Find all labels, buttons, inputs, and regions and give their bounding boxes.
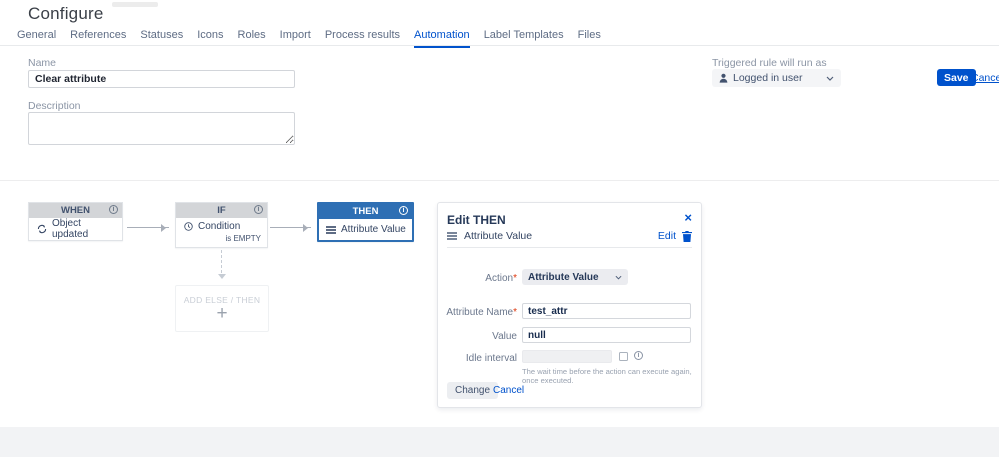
refresh-icon — [37, 224, 47, 234]
panel-item-label: Attribute Value — [464, 230, 533, 242]
when-block-body: Object updated — [29, 218, 122, 240]
required-mark: * — [513, 307, 517, 318]
action-select[interactable]: Attribute Value — [522, 269, 628, 285]
change-button[interactable]: Change — [447, 382, 499, 399]
when-block-header: WHEN i — [29, 203, 122, 218]
page-title: Configure — [28, 4, 104, 23]
idle-interval-checkbox[interactable] — [619, 352, 628, 361]
panel-cancel-link[interactable]: Cancel — [493, 385, 525, 396]
tab-icons[interactable]: Icons — [197, 29, 224, 41]
when-title: WHEN — [60, 205, 91, 216]
required-mark: * — [513, 273, 517, 284]
tab-import[interactable]: Import — [279, 29, 311, 41]
add-else-then-button[interactable]: ADD ELSE / THEN + — [175, 285, 269, 332]
tab-process-results[interactable]: Process results — [324, 29, 401, 41]
section-divider — [0, 180, 999, 181]
then-block[interactable]: THEN i Attribute Value — [317, 202, 414, 242]
tabs-divider — [0, 45, 999, 46]
if-title: IF — [217, 205, 226, 216]
tab-general[interactable]: General — [17, 29, 57, 41]
redaction-artifact — [112, 2, 158, 7]
idle-interval-input — [522, 350, 612, 363]
run-as-select[interactable]: Logged in user — [712, 69, 841, 87]
then-action-label: Attribute Value — [341, 224, 406, 235]
if-block[interactable]: IF i Condition is EMPTY — [175, 202, 268, 248]
info-icon: i — [109, 205, 118, 214]
menu-icon — [447, 232, 457, 240]
if-block-header: IF i — [176, 203, 267, 218]
description-label: Description — [28, 100, 81, 112]
if-item-label: Condition — [198, 221, 241, 232]
info-icon: i — [254, 205, 263, 214]
tab-references[interactable]: References — [70, 29, 127, 41]
attribute-name-label: Attribute Name* — [446, 307, 517, 318]
arrow-if-to-then — [270, 224, 311, 232]
chevron-down-icon — [615, 275, 622, 280]
when-block[interactable]: WHEN i Object updated — [28, 202, 123, 241]
value-input[interactable] — [522, 327, 691, 343]
edit-panel-title: Edit THEN — [447, 213, 506, 227]
user-icon — [719, 73, 728, 83]
when-event-label: Object updated — [52, 218, 89, 240]
then-title: THEN — [352, 206, 379, 217]
action-label: Action* — [485, 273, 517, 284]
footer-bar — [0, 427, 999, 457]
chevron-down-icon — [826, 76, 834, 81]
dashed-connector-if-else — [218, 250, 226, 279]
edit-then-panel: Edit THEN × Attribute Value Edit Action*… — [437, 202, 702, 408]
edit-link[interactable]: Edit — [657, 230, 676, 242]
then-block-body: Attribute Value — [319, 219, 412, 240]
tab-label-templates[interactable]: Label Templates — [483, 29, 564, 41]
idle-interval-label: Idle interval — [465, 353, 517, 364]
info-icon: i — [399, 206, 408, 215]
then-block-header: THEN i — [319, 204, 412, 219]
tab-statuses[interactable]: Statuses — [140, 29, 184, 41]
run-as-label: Triggered rule will run as — [712, 57, 827, 69]
add-else-then-label: ADD ELSE / THEN — [183, 295, 261, 305]
tab-files[interactable]: Files — [577, 29, 601, 41]
plus-icon: + — [216, 303, 228, 324]
if-block-body: Condition is EMPTY — [176, 218, 267, 247]
close-icon[interactable]: × — [684, 210, 692, 225]
panel-divider — [447, 247, 692, 248]
run-as-value: Logged in user — [733, 72, 803, 84]
action-select-value: Attribute Value — [528, 271, 599, 283]
info-icon: i — [634, 351, 643, 360]
idle-interval-help: The wait time before the action can exec… — [522, 367, 692, 386]
panel-item-row: Attribute Value Edit — [447, 230, 692, 242]
tab-roles[interactable]: Roles — [237, 29, 266, 41]
arrow-when-to-if — [127, 224, 169, 232]
cancel-link[interactable]: Cancel — [971, 72, 999, 84]
tab-automation[interactable]: Automation — [414, 29, 470, 48]
name-label: Name — [28, 57, 57, 69]
tab-bar: General References Statuses Icons Roles … — [17, 29, 601, 48]
menu-icon — [326, 225, 336, 234]
attribute-name-input[interactable] — [522, 303, 691, 319]
save-button[interactable]: Save — [937, 69, 976, 86]
name-input[interactable] — [28, 70, 295, 88]
trash-icon[interactable] — [682, 230, 692, 242]
condition-icon — [184, 222, 193, 231]
if-condition-text: is EMPTY — [225, 234, 261, 243]
description-textarea[interactable] — [28, 112, 295, 145]
value-label: Value — [492, 331, 517, 342]
